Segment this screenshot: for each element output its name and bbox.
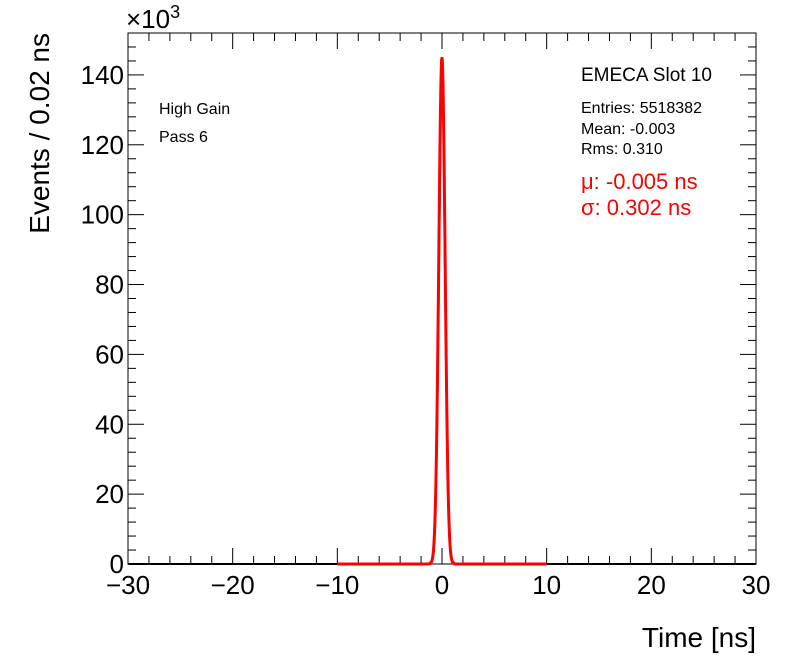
y-tick-label: 40 [95,409,124,439]
y-axis-title: Events / 0.02 ns [24,33,55,234]
fit-sigma: σ: 0.302 ns [581,195,691,220]
fit-curve [337,57,547,566]
stats-rms: Rms: 0.310 [581,141,663,158]
fit-mu: μ: -0.005 ns [581,169,698,194]
y-tick-label: 100 [81,200,124,230]
y-tick-label: 140 [81,60,124,90]
x-axis-title: Time [ns] [642,622,756,653]
x-tick-label: 30 [742,570,771,600]
x-tick-labels: −30 −20 −10 0 10 20 30 [106,570,771,600]
y-tick-label: 20 [95,479,124,509]
y-tick-label: 0 [110,549,124,579]
y-tick-label: 60 [95,339,124,369]
pass-label: Pass 6 [159,129,208,146]
x-tick-label: 0 [435,570,449,600]
y-scale-factor-exponent: 3 [170,2,180,22]
y-scale-factor-base: ×10 [126,4,170,34]
y-tick-label: 80 [95,270,124,300]
y-ticks [128,32,756,565]
stats-title: EMECA Slot 10 [581,65,712,86]
x-tick-label: −10 [315,570,359,600]
plot-area [128,57,756,566]
x-ticks [127,33,757,564]
x-tick-label: 20 [637,570,666,600]
x-tick-label: 10 [532,570,561,600]
y-tick-label: 120 [81,130,124,160]
stats-entries: Entries: 5518382 [581,100,702,117]
x-tick-label: −20 [211,570,255,600]
gain-label: High Gain [159,101,230,118]
y-scale-factor: ×103 [126,2,180,34]
stats-mean: Mean: -0.003 [581,121,675,138]
y-tick-labels: 0 20 40 60 80 100 120 140 [81,60,124,579]
x-tick-label: −30 [106,570,150,600]
